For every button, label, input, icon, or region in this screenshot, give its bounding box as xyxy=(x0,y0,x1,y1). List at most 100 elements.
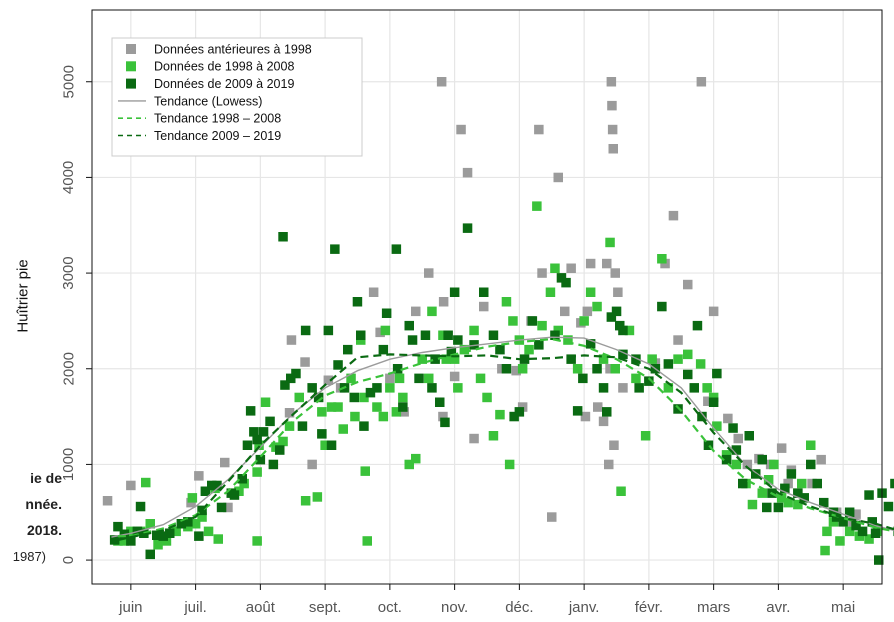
data-point xyxy=(449,287,460,297)
data-point xyxy=(697,411,707,422)
legend-label: Tendance 1998 – 2008 xyxy=(154,112,281,126)
data-point xyxy=(613,287,623,297)
data-point xyxy=(560,306,570,317)
data-point xyxy=(141,477,151,488)
data-point xyxy=(443,330,453,340)
data-point xyxy=(615,320,625,331)
data-point xyxy=(547,512,557,522)
data-point xyxy=(553,325,563,336)
data-point xyxy=(618,325,628,336)
data-point xyxy=(449,371,460,382)
data-point xyxy=(566,354,576,364)
data-point xyxy=(631,373,641,384)
data-point xyxy=(663,359,674,369)
data-point xyxy=(145,519,155,529)
data-point xyxy=(165,528,175,538)
data-point xyxy=(820,545,830,556)
data-point xyxy=(102,496,113,506)
data-point xyxy=(183,517,193,527)
data-point xyxy=(702,383,712,393)
trend-line xyxy=(117,353,894,542)
scatter-points xyxy=(102,77,894,565)
data-point xyxy=(838,517,848,527)
data-point xyxy=(252,434,262,445)
x-tick-label: avr. xyxy=(766,599,790,616)
data-point xyxy=(398,402,408,412)
data-point xyxy=(663,383,674,393)
legend-swatch xyxy=(126,44,136,54)
data-point xyxy=(220,457,230,468)
data-point xyxy=(313,392,324,403)
data-point xyxy=(212,480,222,491)
data-point xyxy=(249,427,259,437)
data-point xyxy=(874,555,884,565)
data-point xyxy=(394,373,405,384)
data-point xyxy=(561,277,571,288)
x-tick-label: juil. xyxy=(183,599,207,616)
data-point xyxy=(391,407,402,417)
data-point xyxy=(511,365,521,376)
data-point xyxy=(592,301,602,312)
data-point xyxy=(721,450,732,460)
data-point xyxy=(592,364,602,374)
data-point xyxy=(229,490,240,500)
data-point xyxy=(278,232,288,242)
data-point xyxy=(326,402,337,412)
data-point xyxy=(378,344,389,355)
data-point xyxy=(446,346,457,357)
data-point xyxy=(126,526,136,537)
data-point xyxy=(527,316,538,326)
data-point xyxy=(563,335,573,345)
data-point xyxy=(742,459,753,470)
data-point xyxy=(870,528,881,538)
y-tick-label: 3000 xyxy=(60,256,77,289)
data-point xyxy=(135,501,146,512)
data-point xyxy=(356,335,366,345)
data-point xyxy=(438,411,448,422)
data-point xyxy=(757,454,767,465)
data-point xyxy=(514,407,525,417)
data-point xyxy=(696,77,707,87)
data-point xyxy=(440,417,450,428)
data-point xyxy=(372,402,382,412)
legend-label: Données antérieures à 1998 xyxy=(154,42,312,56)
data-point xyxy=(731,459,742,470)
data-point xyxy=(618,349,628,360)
data-point xyxy=(566,263,576,273)
data-point xyxy=(604,459,614,470)
axis-ticks: juin juil. août sept. oct. nov. déc. janv. févr.… xyxy=(60,65,855,616)
data-point xyxy=(359,421,369,431)
data-point xyxy=(381,308,392,318)
data-point xyxy=(186,497,196,508)
data-point xyxy=(797,478,807,489)
data-point xyxy=(278,436,288,447)
data-point xyxy=(368,287,379,297)
data-point xyxy=(673,335,683,345)
data-point xyxy=(479,287,489,297)
data-point xyxy=(488,431,499,441)
data-point xyxy=(609,440,619,450)
data-point xyxy=(317,429,327,439)
data-point xyxy=(806,459,816,470)
data-point xyxy=(436,77,447,87)
data-point xyxy=(362,536,372,546)
data-point xyxy=(828,507,839,517)
data-point xyxy=(738,478,748,489)
data-point xyxy=(634,383,644,393)
data-point xyxy=(867,517,877,527)
data-point xyxy=(556,273,567,283)
data-point xyxy=(762,502,772,513)
data-point xyxy=(265,416,275,427)
data-point xyxy=(258,427,269,437)
data-point xyxy=(479,301,489,312)
data-point xyxy=(462,223,473,233)
data-point xyxy=(495,409,505,420)
data-point xyxy=(398,392,408,403)
data-point xyxy=(608,144,618,154)
data-point xyxy=(190,519,201,529)
y-tick-label: 2000 xyxy=(60,352,77,385)
data-point xyxy=(644,376,654,386)
legend-label: Tendance 2009 – 2019 xyxy=(154,129,281,143)
y-tick-label: 4000 xyxy=(60,161,77,194)
data-point xyxy=(438,297,449,307)
